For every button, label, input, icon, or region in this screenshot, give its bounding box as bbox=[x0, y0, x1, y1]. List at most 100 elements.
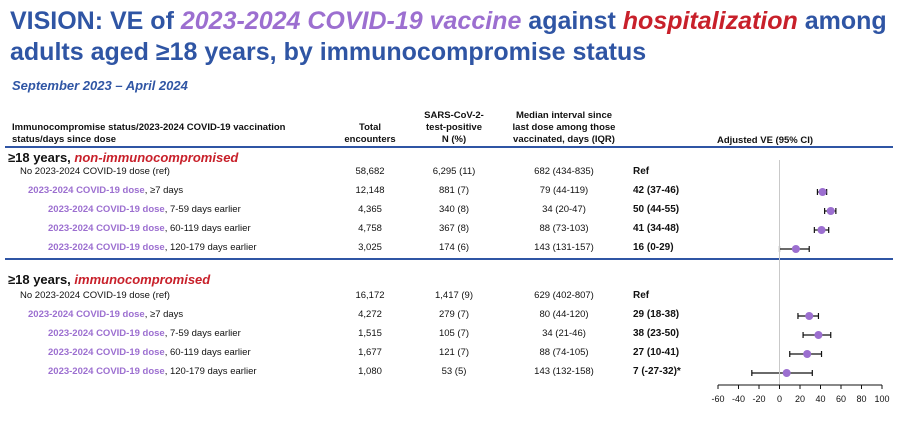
cell-median: 79 (44-119) bbox=[539, 185, 589, 196]
cell-positive: 121 (7) bbox=[438, 347, 470, 358]
header-median: Median interval since last dose among th… bbox=[502, 110, 626, 146]
row-label-text: , ≥7 days bbox=[144, 309, 184, 320]
title-part-3: against bbox=[521, 7, 623, 35]
header-positive-line-2: test-positive bbox=[426, 122, 482, 133]
row-label-text: No 2023-2024 COVID-19 dose (ref) bbox=[20, 290, 170, 301]
cell-total: 1,515 bbox=[358, 328, 382, 339]
cell-median: 88 (74-105) bbox=[539, 347, 589, 358]
row-label: 2023-2024 COVID-19 dose, ≥7 days bbox=[28, 309, 183, 320]
section-rule bbox=[5, 258, 893, 260]
row-label: 2023-2024 COVID-19 dose, 60-119 days ear… bbox=[48, 223, 251, 234]
cell-ve: 41 (34-48) bbox=[633, 223, 680, 234]
cell-total: 16,172 bbox=[355, 290, 385, 301]
row-label: No 2023-2024 COVID-19 dose (ref) bbox=[20, 290, 170, 301]
section-heading-prefix: ≥18 years, bbox=[8, 150, 75, 165]
header-total-line-2: encounters bbox=[344, 134, 396, 145]
cell-positive: 340 (8) bbox=[438, 204, 470, 215]
page-title: VISION: VE of 2023-2024 COVID-19 vaccine… bbox=[10, 6, 910, 68]
row-label-dose: 2023-2024 COVID-19 dose bbox=[48, 204, 165, 215]
cell-positive: 881 (7) bbox=[438, 185, 470, 196]
cell-median: 629 (402-807) bbox=[534, 290, 594, 301]
row-label: 2023-2024 COVID-19 dose, ≥7 days bbox=[28, 185, 183, 196]
row-label-dose: 2023-2024 COVID-19 dose bbox=[28, 185, 145, 196]
section-heading-tag: immunocompromised bbox=[74, 272, 211, 287]
header-positive-line-1: SARS-CoV-2- bbox=[424, 110, 484, 121]
title-part-1: VISION: VE of bbox=[10, 7, 181, 35]
cell-positive: 6,295 (11) bbox=[432, 166, 476, 177]
cell-positive: 279 (7) bbox=[438, 309, 470, 320]
section-heading: ≥18 years, immunocompromised bbox=[8, 272, 210, 287]
header-ve: Adjusted VE (95% CI) bbox=[716, 135, 814, 146]
x-axis-tick-label: 60 bbox=[836, 394, 846, 404]
row-label-text: , ≥7 days bbox=[144, 185, 184, 196]
row-label-text: , 60-119 days earlier bbox=[164, 223, 251, 234]
ve-point bbox=[826, 207, 835, 215]
cell-median: 34 (20-47) bbox=[542, 204, 586, 215]
section-heading: ≥18 years, non-immunocompromised bbox=[8, 150, 238, 165]
header-positive-line-3: N (%) bbox=[441, 134, 467, 145]
cell-median: 88 (73-103) bbox=[539, 223, 589, 234]
header-median-line-3: vaccinated, days (IQR) bbox=[513, 134, 615, 145]
x-axis-tick-label: -20 bbox=[752, 394, 765, 404]
ve-point bbox=[791, 245, 800, 253]
row-label-text: , 60-119 days earlier bbox=[164, 347, 251, 358]
header-total-line-1: Total bbox=[359, 122, 381, 133]
x-axis-tick-label: 0 bbox=[777, 394, 782, 404]
row-label-text: , 7-59 days earlier bbox=[164, 204, 241, 215]
cell-total: 58,682 bbox=[355, 166, 385, 177]
section-heading-tag: non-immunocompromised bbox=[74, 150, 239, 165]
row-label-dose: 2023-2024 COVID-19 dose bbox=[48, 328, 165, 339]
row-label: 2023-2024 COVID-19 dose, 120-179 days ea… bbox=[48, 366, 257, 377]
ve-point bbox=[782, 369, 791, 377]
x-axis-tick-label: -40 bbox=[732, 394, 745, 404]
cell-positive: 367 (8) bbox=[438, 223, 470, 234]
row-label-text: , 7-59 days earlier bbox=[164, 328, 241, 339]
cell-median: 143 (132-158) bbox=[534, 366, 594, 377]
cell-ve: 7 (-27-32)* bbox=[633, 366, 681, 377]
row-label: 2023-2024 COVID-19 dose, 60-119 days ear… bbox=[48, 347, 251, 358]
cell-positive: 1,417 (9) bbox=[434, 290, 474, 301]
cell-total: 1,080 bbox=[358, 366, 382, 377]
row-label: 2023-2024 COVID-19 dose, 7-59 days earli… bbox=[48, 328, 241, 339]
title-vaccine: 2023-2024 COVID-19 vaccine bbox=[180, 7, 522, 35]
row-label-text: No 2023-2024 COVID-19 dose (ref) bbox=[20, 166, 170, 177]
row-label-text: , 120-179 days earlier bbox=[164, 366, 257, 377]
cell-positive: 53 (5) bbox=[441, 366, 467, 377]
row-label-dose: 2023-2024 COVID-19 dose bbox=[48, 366, 165, 377]
row-label: No 2023-2024 COVID-19 dose (ref) bbox=[20, 166, 170, 177]
cell-total: 4,365 bbox=[358, 204, 382, 215]
title-part-5: among adults aged ≥18 years, by immunoco… bbox=[10, 7, 887, 66]
row-label: 2023-2024 COVID-19 dose, 7-59 days earli… bbox=[48, 204, 241, 215]
section-heading-prefix: ≥18 years, bbox=[8, 272, 75, 287]
cell-median: 34 (21-46) bbox=[542, 328, 586, 339]
ve-point bbox=[814, 331, 823, 339]
header-positive: SARS-CoV-2- test-positive N (%) bbox=[412, 110, 496, 146]
header-status-line-1: Immunocompromise status/2023-2024 COVID-… bbox=[12, 122, 286, 133]
x-axis-tick-label: 40 bbox=[815, 394, 825, 404]
x-axis-tick-label: 80 bbox=[856, 394, 866, 404]
cell-ve: 16 (0-29) bbox=[633, 242, 674, 253]
cell-ve: 38 (23-50) bbox=[633, 328, 680, 339]
cell-ve: Ref bbox=[633, 166, 650, 177]
cell-positive: 174 (6) bbox=[438, 242, 470, 253]
ve-point bbox=[818, 188, 827, 196]
cell-total: 4,272 bbox=[358, 309, 382, 320]
header-median-line-1: Median interval since bbox=[515, 110, 613, 121]
title-hospitalization: hospitalization bbox=[622, 7, 798, 35]
ve-point bbox=[817, 226, 826, 234]
row-label-text: , 120-179 days earlier bbox=[164, 242, 257, 253]
cell-median: 143 (131-157) bbox=[534, 242, 594, 253]
cell-ve: Ref bbox=[633, 290, 650, 301]
header-median-line-2: last dose among those bbox=[512, 122, 616, 133]
ve-point bbox=[803, 350, 812, 358]
ve-point bbox=[805, 312, 814, 320]
cell-total: 12,148 bbox=[355, 185, 385, 196]
row-label-dose: 2023-2024 COVID-19 dose bbox=[48, 242, 165, 253]
cell-total: 3,025 bbox=[358, 242, 382, 253]
cell-total: 4,758 bbox=[358, 223, 382, 234]
x-axis-tick-label: 100 bbox=[874, 394, 889, 404]
row-label-dose: 2023-2024 COVID-19 dose bbox=[48, 223, 165, 234]
cell-ve: 29 (18-38) bbox=[633, 309, 680, 320]
cell-median: 80 (44-120) bbox=[539, 309, 589, 320]
